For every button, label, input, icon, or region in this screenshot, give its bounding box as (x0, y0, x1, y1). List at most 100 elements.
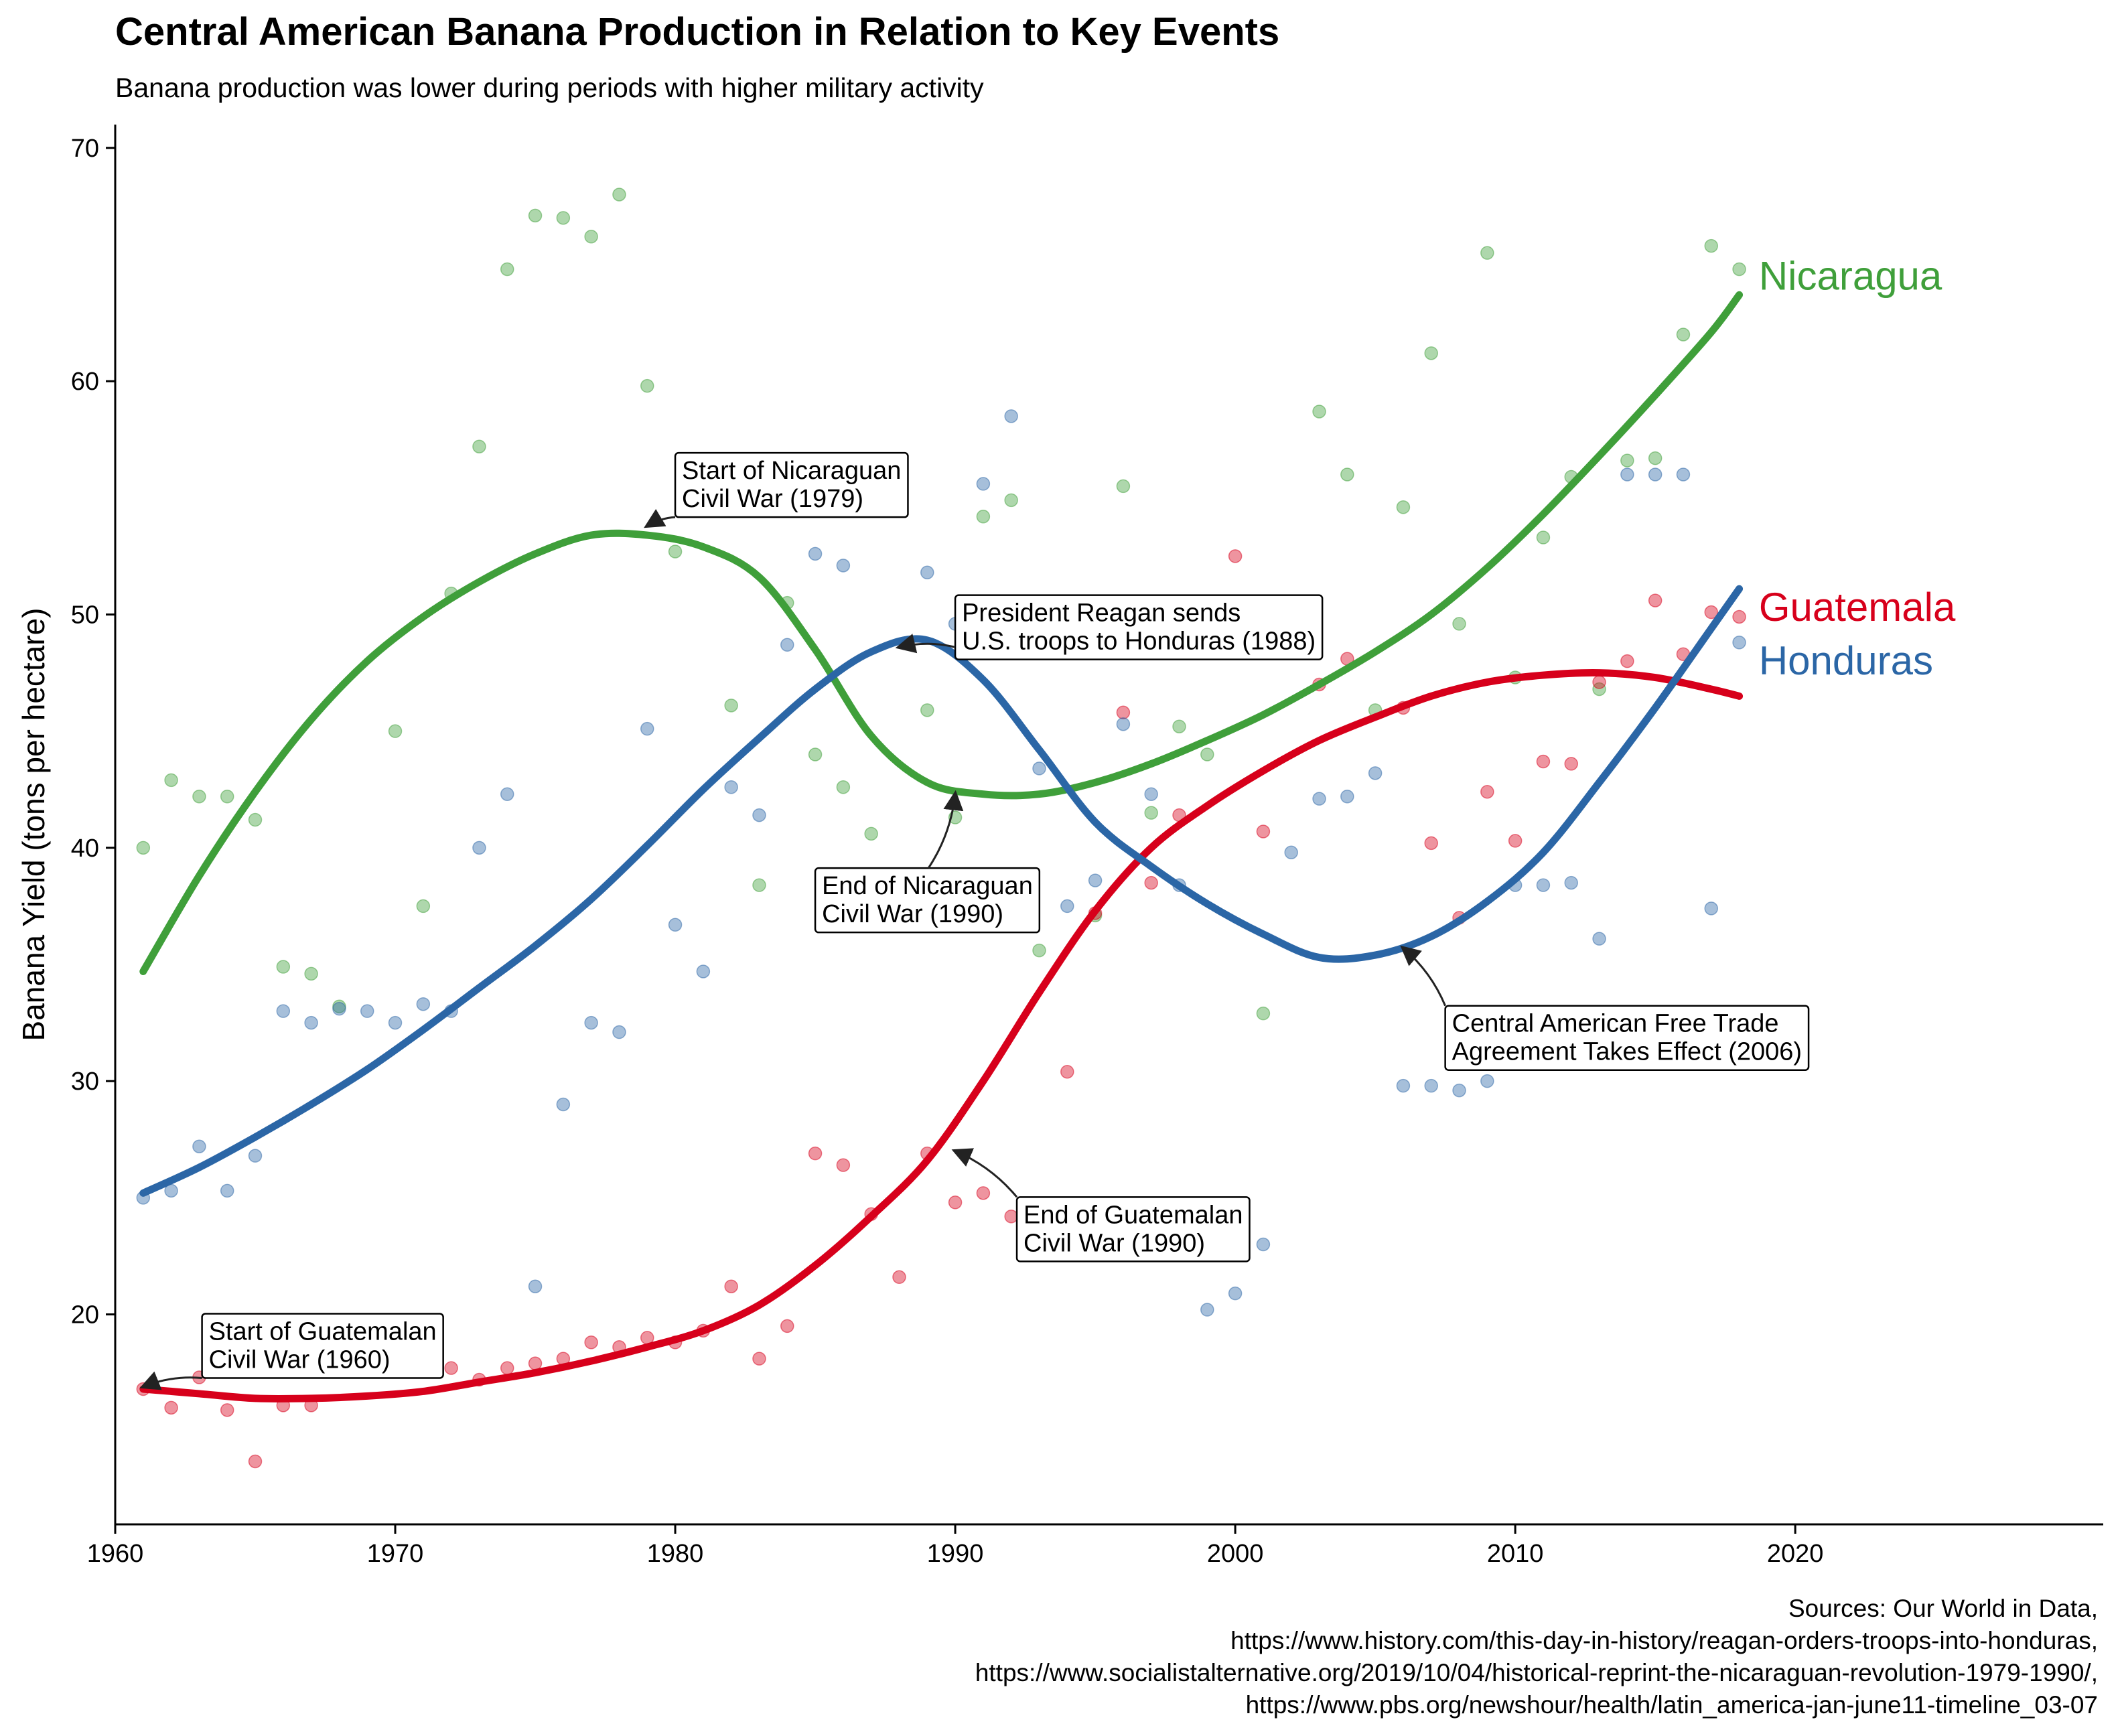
data-point-honduras (1256, 1237, 1271, 1252)
data-point-honduras (1396, 1078, 1411, 1093)
data-point-honduras (1368, 766, 1383, 780)
data-point-nicaragua (1144, 806, 1158, 820)
data-point-honduras (976, 477, 991, 491)
annotations: Start of Guatemalan Civil War (1960) Start… (139, 451, 1810, 1390)
data-point-honduras (1592, 932, 1606, 946)
data-point-guatemala (164, 1400, 178, 1415)
y-tick-label: 60 (71, 368, 99, 396)
data-point-nicaragua (1732, 262, 1746, 277)
data-point-honduras (1564, 875, 1578, 890)
data-point-nicaragua (388, 724, 403, 738)
data-point-guatemala (584, 1335, 598, 1350)
data-point-guatemala (1704, 605, 1719, 620)
data-point-nicaragua (416, 899, 431, 914)
annotation-box (1444, 1005, 1810, 1071)
data-point-honduras (1340, 789, 1354, 804)
data-point-nicaragua (1200, 747, 1214, 762)
chart-title: Central American Banana Production in Re… (115, 10, 1280, 54)
x-tick-label: 2010 (1487, 1540, 1544, 1568)
data-point-guatemala (1620, 654, 1634, 668)
data-point-nicaragua (164, 773, 178, 788)
data-point-nicaragua (528, 208, 543, 223)
data-point-honduras (1228, 1286, 1243, 1301)
data-point-guatemala (1144, 875, 1158, 890)
data-point-nicaragua (1312, 405, 1326, 419)
data-point-honduras (388, 1015, 403, 1030)
data-point-guatemala (444, 1361, 458, 1375)
data-point-nicaragua (192, 789, 206, 804)
annotation-box (1015, 1196, 1251, 1262)
y-tick-label: 40 (71, 835, 99, 863)
data-point-nicaragua (920, 703, 934, 717)
annotation-line: Civil War (1990) (1023, 1229, 1205, 1257)
data-point-honduras (332, 1001, 346, 1016)
data-point-honduras (360, 1004, 374, 1018)
data-point-honduras (1200, 1303, 1214, 1317)
data-point-honduras (920, 565, 934, 580)
data-point-nicaragua (864, 826, 878, 841)
annotation-line: Civil War (1990) (822, 900, 1003, 928)
x-tick-label: 2020 (1767, 1540, 1824, 1568)
data-point-guatemala (976, 1186, 991, 1200)
data-point-guatemala (780, 1319, 794, 1333)
data-point-nicaragua (1592, 682, 1606, 697)
annotation: End of Nicaraguan Civil War (1990) (814, 790, 1041, 934)
annotation-label: President Reagan sends U.S. troops to Hon… (962, 599, 1316, 656)
annotation-box (674, 451, 909, 518)
data-point-guatemala (1116, 705, 1131, 720)
y-tick-label: 30 (71, 1068, 99, 1096)
data-point-honduras (1284, 845, 1298, 860)
data-point-nicaragua (220, 789, 234, 804)
data-point-honduras (612, 1025, 626, 1039)
data-point-nicaragua (556, 211, 571, 225)
annotation: Start of Nicaraguan Civil War (1979) (644, 451, 909, 528)
axes: 1960 1970 1980 1990 2000 2010 2020203040506070… (16, 125, 2103, 1568)
data-point-nicaragua (836, 780, 851, 794)
data-point-honduras (192, 1139, 206, 1153)
annotation-box (954, 594, 1324, 660)
data-point-nicaragua (1424, 346, 1438, 360)
annotation-line: Civil War (1960) (209, 1346, 391, 1374)
data-point-honduras (780, 638, 794, 652)
data-point-nicaragua (1620, 453, 1634, 467)
data-point-nicaragua (500, 262, 514, 277)
data-point-guatemala (1564, 757, 1578, 771)
data-point-nicaragua (1480, 246, 1494, 260)
data-point-nicaragua (724, 699, 738, 713)
data-point-nicaragua (1648, 451, 1663, 465)
y-tick-label: 70 (71, 135, 99, 163)
data-point-honduras (1312, 792, 1326, 806)
sources-note: Sources: Our World in Data, https://www.… (423, 1593, 2098, 1721)
data-point-nicaragua (1396, 500, 1411, 514)
sources-line: https://www.socialistalternative.org/201… (975, 1659, 2098, 1686)
data-point-honduras (1704, 901, 1719, 916)
annotation-line: President Reagan sends (962, 599, 1241, 628)
annotation-label: Start of Guatemalan Civil War (1960) (209, 1318, 437, 1374)
data-point-honduras (304, 1015, 318, 1030)
data-point-guatemala (1648, 593, 1663, 607)
data-point-honduras (472, 841, 486, 855)
data-point-nicaragua (248, 812, 263, 827)
data-point-honduras (836, 559, 851, 573)
annotation: President Reagan sends U.S. troops to Hon… (895, 594, 1324, 660)
data-point-guatemala (1424, 836, 1438, 851)
data-point-nicaragua (1452, 617, 1466, 631)
data-point-nicaragua (1704, 238, 1719, 253)
x-tick-label: 2000 (1207, 1540, 1264, 1568)
data-point-honduras (1004, 409, 1018, 423)
data-point-nicaragua (472, 439, 486, 453)
annotation-label: Central American Free Trade Agreement Tak… (1452, 1010, 1802, 1066)
sources-line: https://www.history.com/this-day-in-hist… (1230, 1627, 2098, 1654)
data-point-nicaragua (304, 966, 318, 981)
y-tick-label: 20 (71, 1301, 99, 1329)
data-point-honduras (1536, 878, 1551, 892)
data-point-nicaragua (136, 841, 151, 855)
annotation-line: Civil War (1979) (682, 485, 863, 513)
data-point-nicaragua (276, 960, 291, 974)
data-point-nicaragua (1340, 467, 1354, 482)
chart-subtitle: Banana production was lower during perio… (115, 72, 984, 103)
x-tick-label: 1970 (367, 1540, 424, 1568)
data-point-guatemala (808, 1146, 823, 1161)
data-point-nicaragua (976, 509, 991, 524)
